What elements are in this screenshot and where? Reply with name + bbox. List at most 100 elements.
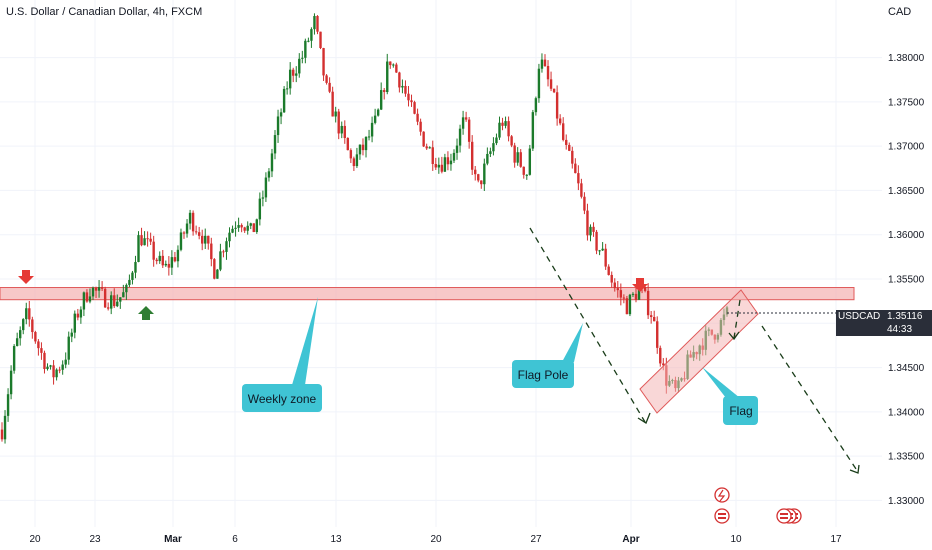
candle-body bbox=[370, 122, 374, 137]
candle-body bbox=[498, 122, 501, 138]
candle-body bbox=[222, 251, 225, 253]
candle-body bbox=[325, 75, 328, 83]
candle-body bbox=[410, 100, 413, 103]
candle-body bbox=[376, 109, 380, 116]
candle-body bbox=[137, 235, 140, 262]
y-tick-label: 1.33500 bbox=[888, 452, 925, 463]
candle-body bbox=[219, 251, 222, 270]
candle-body bbox=[34, 332, 37, 342]
candle-body bbox=[85, 292, 89, 302]
y-tick-label: 1.35500 bbox=[888, 275, 925, 286]
candle-body bbox=[328, 82, 331, 92]
weekly-zone-callout bbox=[242, 384, 322, 412]
candle-body bbox=[461, 117, 465, 129]
candle-body bbox=[307, 40, 310, 42]
candle-body bbox=[495, 137, 498, 144]
candle-body bbox=[258, 198, 262, 220]
candle-body bbox=[434, 164, 437, 168]
candle-body bbox=[601, 248, 604, 251]
candles bbox=[0, 13, 729, 444]
candle-body bbox=[285, 88, 289, 90]
candle-body bbox=[237, 225, 240, 228]
y-tick-label: 1.37000 bbox=[888, 142, 925, 153]
candle-body bbox=[49, 365, 52, 367]
candle-body bbox=[467, 119, 471, 142]
candle-body bbox=[646, 290, 650, 316]
candle-body bbox=[182, 232, 186, 234]
candle-body bbox=[659, 347, 662, 364]
candle-body bbox=[437, 164, 441, 168]
candle-body bbox=[561, 123, 565, 140]
candle-body bbox=[0, 429, 4, 440]
candle-body bbox=[492, 143, 495, 152]
candle-body bbox=[489, 151, 492, 154]
candle-body bbox=[304, 40, 307, 58]
candle-body bbox=[522, 166, 525, 175]
candle-body bbox=[240, 225, 243, 228]
candle-body bbox=[531, 112, 535, 149]
candle-body bbox=[295, 73, 298, 76]
candle-body bbox=[131, 272, 134, 280]
x-tick-label: 6 bbox=[232, 534, 238, 545]
candle-body bbox=[292, 69, 295, 76]
flag-callout-text: Flag bbox=[729, 404, 752, 418]
candle-body bbox=[313, 16, 316, 30]
candle-body bbox=[443, 157, 447, 172]
symbol-tag-label: USDCAD bbox=[838, 311, 881, 322]
candle-body bbox=[422, 131, 425, 147]
candle-body bbox=[516, 152, 519, 163]
flag-pole-arrow bbox=[529, 227, 646, 423]
candle-body bbox=[598, 250, 601, 252]
us-flag-icon-stripe bbox=[718, 513, 726, 515]
candle-body bbox=[373, 115, 377, 123]
candle-body bbox=[97, 287, 101, 291]
candle-body bbox=[352, 158, 356, 167]
candle-body bbox=[483, 163, 486, 185]
candle-body bbox=[525, 174, 528, 176]
buy-signal-arrow bbox=[138, 306, 154, 320]
x-tick-label: 10 bbox=[730, 534, 742, 545]
target-arrow bbox=[761, 325, 859, 473]
candle-body bbox=[267, 171, 271, 178]
candle-body bbox=[470, 141, 474, 170]
candle-body bbox=[528, 148, 532, 175]
candle-body bbox=[122, 292, 125, 298]
candle-body bbox=[273, 135, 277, 154]
candle-body bbox=[170, 257, 174, 268]
candle-body bbox=[383, 90, 386, 93]
candle-body bbox=[176, 249, 180, 262]
candle-body bbox=[449, 160, 453, 165]
candle-body bbox=[510, 136, 513, 146]
candle-body bbox=[179, 232, 183, 250]
grid bbox=[0, 0, 882, 527]
candle-body bbox=[140, 235, 143, 246]
candle-body bbox=[37, 341, 40, 349]
candle-body bbox=[604, 248, 607, 267]
symbol-tag: USDCAD bbox=[836, 310, 884, 336]
candle-body bbox=[164, 263, 168, 266]
candle-body bbox=[480, 180, 483, 185]
candle-body bbox=[501, 122, 504, 126]
candle-body bbox=[246, 225, 249, 231]
candle-body bbox=[558, 118, 562, 124]
candle-body bbox=[261, 197, 265, 199]
candle-body bbox=[586, 210, 589, 236]
candle-body bbox=[395, 64, 398, 73]
x-tick-label: 23 bbox=[89, 534, 101, 545]
candle-body bbox=[249, 223, 252, 226]
candle-body bbox=[355, 154, 359, 167]
candle-body bbox=[110, 295, 113, 309]
candle-body bbox=[568, 144, 571, 151]
candle-body bbox=[656, 321, 659, 348]
candle-body bbox=[652, 317, 656, 322]
candle-body bbox=[146, 238, 149, 240]
x-tick-label: 13 bbox=[330, 534, 342, 545]
candle-body bbox=[82, 292, 86, 310]
target-arrowhead bbox=[849, 464, 860, 474]
candle-body bbox=[173, 257, 177, 262]
candle-body bbox=[474, 169, 477, 175]
currency-label: CAD bbox=[888, 6, 912, 18]
candle-body bbox=[571, 150, 574, 164]
candle-body bbox=[194, 231, 198, 233]
